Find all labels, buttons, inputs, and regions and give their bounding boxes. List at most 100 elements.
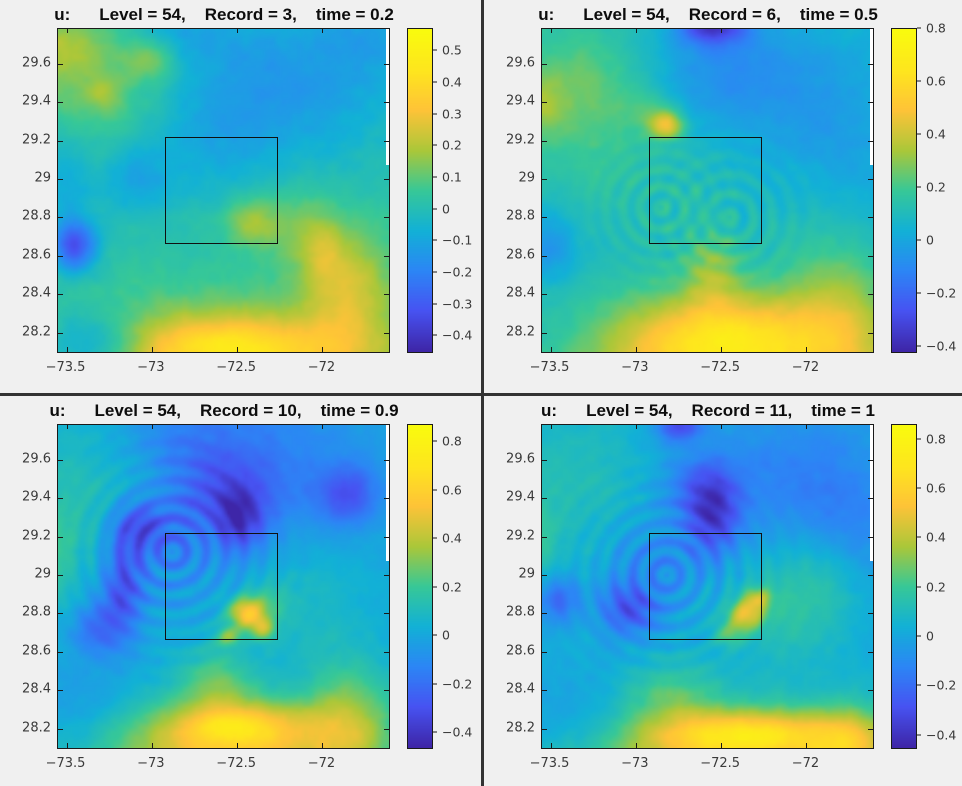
plot-margin-sliver (870, 425, 873, 561)
y-tick-label: 28.8 (22, 208, 51, 224)
colorbar-tick-label: 0.2 (926, 179, 946, 195)
title-record: Record = 11, (691, 401, 793, 420)
y-tick-label: 28.2 (22, 324, 51, 340)
colorbar-tick-mark (917, 635, 921, 637)
colorbar-tick-mark (433, 634, 437, 636)
y-tick-label: 28.6 (22, 643, 51, 659)
colorbar-tick-labels: 0.5 0.4 0.3 0.2 0.1 0 −0.1 −0.2 −0.3 −0.4 (433, 28, 478, 351)
colorbar-tick-label: −0.4 (926, 338, 957, 354)
colorbar-tick-label: −0.2 (442, 676, 473, 692)
title-record: Record = 3, (204, 5, 297, 24)
nested-region-rectangle (649, 532, 763, 641)
colorbar-tick-label: −0.2 (926, 677, 957, 693)
colorbar-tick-label: 0.6 (926, 73, 946, 89)
colorbar-tick-mark (433, 49, 437, 51)
x-tick-label: −72.5 (216, 756, 257, 771)
x-tick-label: −73.5 (529, 756, 570, 771)
y-tick-label: 28.2 (506, 720, 535, 736)
x-tick-label: −72 (307, 756, 336, 771)
colorbar-tick-mark (433, 537, 437, 539)
colorbar-tick-mark (433, 440, 437, 442)
heatmap-field-canvas (58, 425, 389, 748)
title-variable: u: (54, 5, 71, 24)
colorbar-tick-label: 0 (442, 627, 450, 643)
colorbar (891, 424, 917, 749)
colorbar-tick-mark (433, 144, 437, 146)
y-tick-label: 28.4 (506, 681, 535, 697)
colorbar-tick-label: −0.2 (926, 285, 957, 301)
y-tick-label: 29.6 (22, 451, 51, 467)
nested-region-rectangle (165, 136, 279, 245)
y-tick-label: 28.8 (506, 604, 535, 620)
y-tick-label: 28.4 (506, 285, 535, 301)
colorbar-tick-mark (433, 81, 437, 83)
nested-region-rectangle (165, 532, 279, 641)
y-tick-label: 29.4 (506, 489, 535, 505)
y-tick-label: 29.2 (22, 132, 51, 147)
colorbar-tick-label: −0.1 (442, 232, 473, 248)
colorbar-tick-mark (433, 586, 437, 588)
y-tick-label: 29.4 (506, 93, 535, 109)
title-level: Level = 54, (583, 5, 670, 24)
plot-margin-sliver (386, 425, 389, 561)
subplot-record-6: u: Level = 54, Record = 6, time = 0.5 29… (484, 0, 962, 393)
title-time: time = 0.5 (799, 5, 878, 24)
plot-margin-sliver (386, 29, 389, 165)
title-time: time = 0.9 (320, 401, 399, 420)
y-tick-label: 28.2 (506, 324, 535, 340)
title-level: Level = 54, (99, 5, 186, 24)
colorbar-tick-label: 0.1 (442, 169, 462, 185)
colorbar-gradient-canvas (408, 425, 432, 748)
y-axis-tick-labels: 29.6 29.4 29.2 29 28.8 28.6 28.4 28.2 (484, 28, 535, 351)
heatmap-field-canvas (58, 29, 389, 352)
colorbar-tick-mark (433, 731, 437, 733)
y-tick-label: 29.6 (506, 55, 535, 71)
colorbar-tick-mark (433, 334, 437, 336)
colorbar-tick-label: 0.8 (926, 431, 946, 447)
y-tick-label: 29.2 (506, 528, 535, 543)
colorbar-tick-label: 0.2 (926, 579, 946, 595)
plot-title: u: Level = 54, Record = 11, time = 1 (510, 400, 906, 422)
colorbar-tick-mark (917, 684, 921, 686)
colorbar-tick-label: 0 (926, 232, 934, 248)
colorbar-tick-label: −0.4 (442, 724, 473, 740)
nested-region-rectangle (649, 136, 763, 245)
y-tick-label: 29.4 (22, 93, 51, 109)
y-axis-tick-labels: 29.6 29.4 29.2 29 28.8 28.6 28.4 28.2 (0, 424, 51, 747)
y-tick-label: 29 (518, 566, 535, 582)
colorbar-tick-label: −0.2 (442, 264, 473, 280)
y-tick-label: 28.4 (22, 285, 51, 301)
colorbar-tick-mark (433, 113, 437, 114)
colorbar-tick-mark (433, 271, 437, 273)
subplot-record-11: u: Level = 54, Record = 11, time = 1 29.… (484, 396, 962, 786)
colorbar-gradient-canvas (892, 29, 916, 352)
heatmap-plot-area (57, 28, 390, 353)
x-tick-label: −73 (621, 360, 649, 375)
y-tick-label: 29.2 (506, 132, 535, 147)
x-tick-label: −73.5 (45, 756, 86, 771)
colorbar-tick-mark (433, 683, 437, 685)
title-record: Record = 6, (688, 5, 781, 24)
colorbar (407, 424, 433, 749)
x-tick-label: −72.5 (700, 360, 741, 375)
colorbar-tick-labels: 0.8 0.6 0.4 0.2 0 −0.2 −0.4 (917, 21, 962, 354)
colorbar-tick-mark (917, 438, 921, 440)
colorbar-tick-label: −0.4 (926, 727, 957, 743)
colorbar-tick-label: 0.8 (442, 433, 462, 449)
title-variable: u: (49, 401, 66, 420)
y-tick-label: 28.8 (506, 208, 535, 224)
colorbar-tick-label: 0.8 (926, 20, 946, 36)
heatmap-field-canvas (542, 29, 873, 352)
plot-title: u: Level = 54, Record = 10, time = 0.9 (26, 400, 422, 422)
colorbar-tick-label: 0 (442, 201, 450, 216)
x-tick-label: −73 (137, 756, 165, 771)
title-variable: u: (541, 401, 558, 420)
y-axis-tick-labels: 29.6 29.4 29.2 29 28.8 28.6 28.4 28.2 (0, 28, 51, 351)
colorbar-tick-mark (917, 292, 921, 294)
x-axis-tick-labels: −73.5 −73 −72.5 −72 (530, 754, 872, 771)
colorbar-tick-mark (433, 208, 437, 209)
title-variable: u: (538, 5, 555, 24)
x-tick-label: −72 (791, 360, 820, 375)
colorbar-tick-label: 0.4 (442, 74, 462, 90)
